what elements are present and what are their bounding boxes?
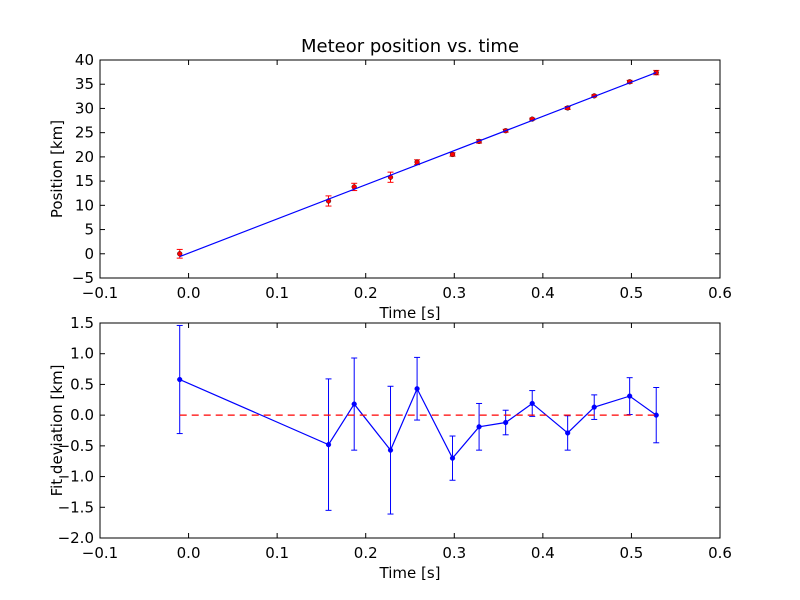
- data-point: [476, 424, 482, 430]
- deviation-plot: −0.1 0.0 0.1 0.2 0.3 0.4 0.5 0.6 −2.0 −1.5 −1.0 −0.…: [48, 314, 732, 582]
- y-tick-label: 1.5: [70, 314, 94, 332]
- y-tick-label: 35: [75, 75, 94, 93]
- x-tick-label: 0.5: [619, 544, 643, 562]
- fit-line: [179, 72, 657, 258]
- y-tick-label: −1.5: [58, 498, 94, 516]
- data-point: [627, 393, 633, 399]
- y-tick-label: −5: [72, 269, 94, 287]
- data-point: [325, 442, 332, 448]
- y-tick-label: −2.0: [58, 529, 94, 547]
- chart-title: Meteor position vs. time: [301, 36, 519, 57]
- data-point: [449, 151, 456, 158]
- x-tick-label: 0.1: [265, 284, 289, 302]
- x-tick-label: 0.1: [265, 544, 289, 562]
- data-point: [591, 404, 597, 410]
- y-tick-label: 40: [75, 51, 94, 69]
- data-point: [414, 386, 420, 392]
- x-tick-label: 0.0: [177, 284, 201, 302]
- x-axis-label: Time [s]: [379, 564, 441, 582]
- plot-frame: [99, 322, 721, 539]
- y-tick-label: 0: [84, 245, 94, 263]
- x-tick-label: −0.1: [82, 284, 118, 302]
- y-tick-label: 25: [75, 124, 94, 142]
- x-tick-label: 0.6: [708, 544, 732, 562]
- y-tick-label: 5: [84, 221, 94, 239]
- x-tick-label: 0.6: [708, 284, 732, 302]
- position-plot: −0.1 0.0 0.1 0.2 0.3 0.4 0.5 0.6 −5 0 5 10 15 20 25 30 3…: [48, 36, 732, 322]
- x-tick-label: −0.1: [82, 544, 118, 562]
- y-tick-label: 0.0: [70, 406, 94, 424]
- x-tick-label: 0.5: [619, 284, 643, 302]
- y-tick-label: 1.0: [70, 345, 94, 363]
- x-tick-label: 0.4: [531, 284, 555, 302]
- y-tick-label: 15: [75, 172, 94, 190]
- data-point: [529, 400, 535, 407]
- data-point: [351, 401, 357, 407]
- y-tick-label: −0.5: [58, 437, 94, 455]
- y-tick-label: −1.0: [58, 468, 94, 486]
- y-axis-label: Position [km]: [48, 120, 66, 218]
- y-tick-label: 10: [75, 196, 94, 214]
- y-axis-label: Fit deviation [km]: [48, 365, 66, 497]
- data-point: [177, 376, 183, 383]
- x-tick-label: 0.4: [531, 544, 555, 562]
- y-tick-label: 30: [75, 99, 94, 117]
- data-point: [387, 447, 394, 453]
- x-tick-label: 0.2: [354, 544, 378, 562]
- x-tick-label: 0.2: [354, 284, 378, 302]
- x-tick-label: 0.3: [442, 544, 466, 562]
- x-tick-label: 0.0: [177, 544, 201, 562]
- y-tick-label: 0.5: [70, 375, 94, 393]
- x-tick-label: 0.3: [442, 284, 466, 302]
- y-tick-label: 20: [75, 148, 94, 166]
- data-point: [565, 430, 571, 436]
- plot-frame: [99, 59, 721, 279]
- data-point: [449, 455, 456, 461]
- x-axis-label: Time [s]: [379, 304, 441, 322]
- data-point: [503, 419, 509, 426]
